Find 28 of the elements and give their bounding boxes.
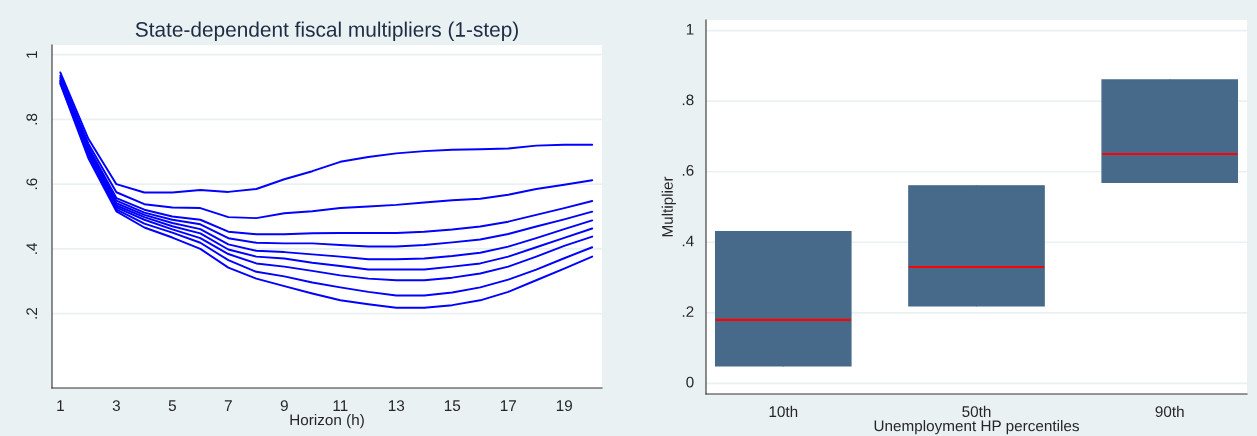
- x-axis-title: Horizon (h): [290, 414, 364, 429]
- x-tick-label: 7: [224, 400, 232, 411]
- x-tick-label: 5: [168, 400, 176, 412]
- chart-title: State-dependent fiscal multipliers (1-step): [135, 21, 518, 41]
- x-axis-title: Unemployment HP percentiles: [874, 420, 1079, 435]
- x-tick-label: 50th: [962, 405, 991, 418]
- y-tick-label: 1: [26, 51, 38, 58]
- x-tick-label: 19: [556, 400, 572, 412]
- y-tick-label: .6: [26, 178, 38, 190]
- y-tick-label: 0: [686, 376, 694, 388]
- x-tick-label: 90th: [1155, 405, 1184, 418]
- y-tick-label: .2: [682, 306, 694, 317]
- x-tick-label: 15: [444, 400, 461, 412]
- x-tick-label: 17: [500, 400, 516, 411]
- x-tick-label: 9: [280, 400, 288, 412]
- x-tick-label: 1: [57, 400, 64, 411]
- y-tick-label: 1: [686, 24, 694, 35]
- x-tick-label: 13: [388, 400, 405, 412]
- y-tick-label: .2: [26, 307, 38, 319]
- y-tick-label: .8: [682, 94, 694, 106]
- y-axis-title: Multiplier: [661, 176, 676, 237]
- x-tick-label: 11: [333, 400, 348, 411]
- y-tick-label: .8: [26, 113, 38, 125]
- y-tick-label: .4: [26, 242, 38, 254]
- y-tick-label: .4: [682, 235, 694, 247]
- y-tick-label: .6: [682, 165, 694, 176]
- x-tick-label: 3: [112, 400, 120, 412]
- x-tick-label: 10th: [769, 405, 798, 418]
